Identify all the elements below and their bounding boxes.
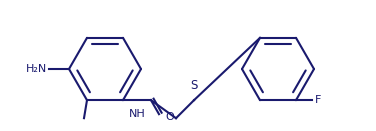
Text: NH: NH [129,109,146,119]
Text: F: F [315,95,321,105]
Text: H₂N: H₂N [26,64,47,74]
Text: O: O [165,112,174,122]
Text: S: S [190,79,198,92]
